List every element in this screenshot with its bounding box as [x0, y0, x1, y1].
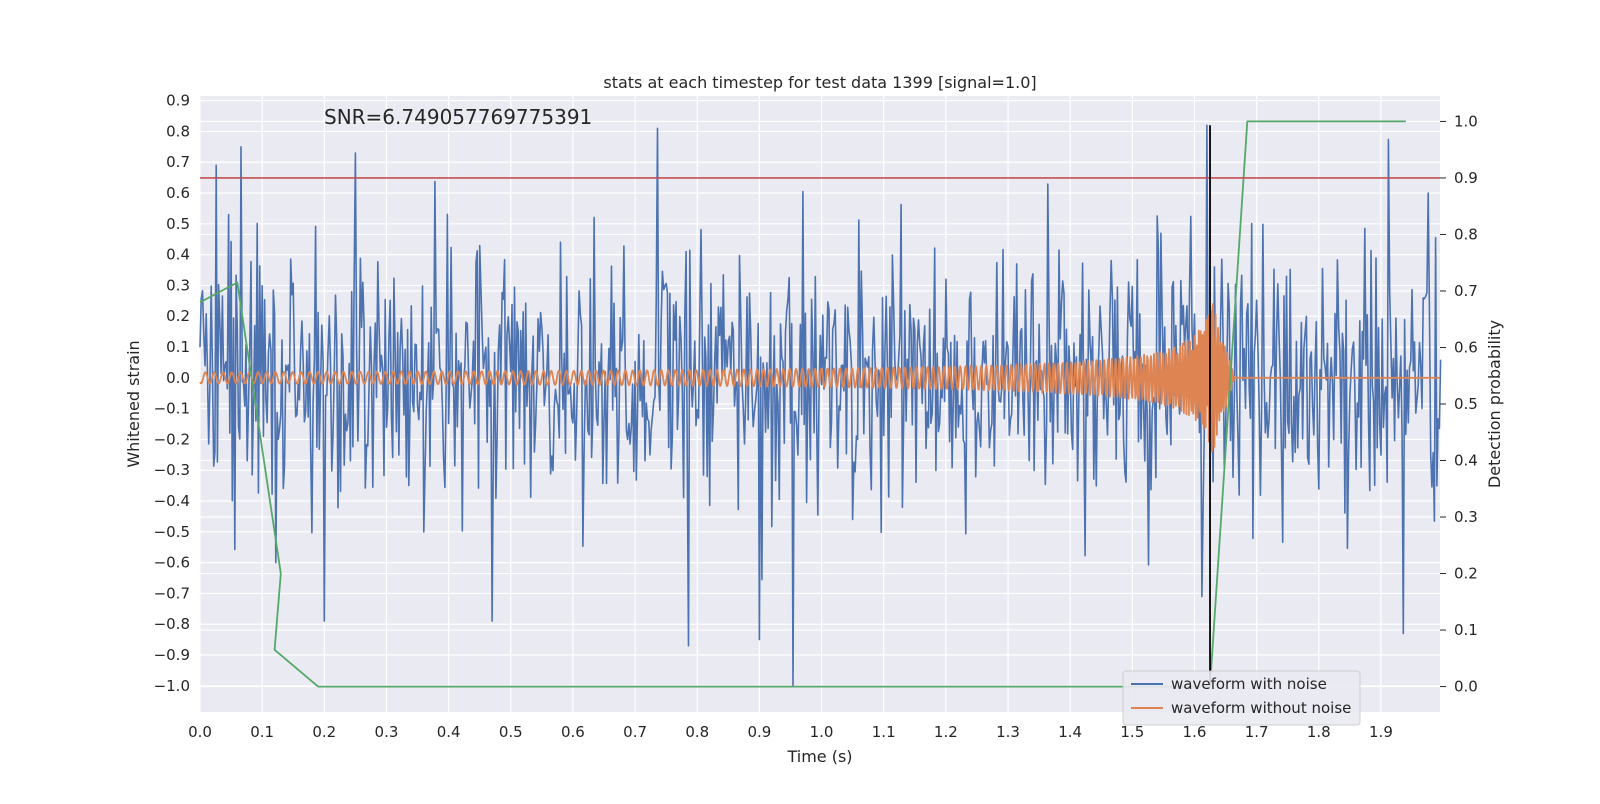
y-left-tick-label: 0.0 — [166, 369, 190, 387]
y-left-tick-label: −1.0 — [154, 677, 190, 695]
x-tick-label: 0.2 — [312, 723, 336, 741]
y-right-tick-label: 0.5 — [1454, 395, 1478, 413]
x-tick-label: 1.3 — [996, 723, 1020, 741]
y-left-tick-label: 0.1 — [166, 338, 190, 356]
y-right-tick-label: 0.6 — [1454, 338, 1478, 356]
y-left-tick-label: 0.2 — [166, 307, 190, 325]
x-tick-label: 0.4 — [437, 723, 461, 741]
x-axis-label: Time (s) — [786, 747, 852, 766]
x-tick-label: 1.4 — [1058, 723, 1082, 741]
y-left-tick-label: −0.3 — [154, 461, 190, 479]
y-left-tick-label: −0.6 — [154, 554, 190, 572]
y-right-tick-label: 0.4 — [1454, 452, 1478, 470]
y-left-tick-label: −0.7 — [154, 584, 190, 602]
y-left-axis-label: Whitened strain — [124, 340, 143, 467]
y-right-axis-ticks: 0.0 0.1 0.2 0.3 0.4 0.5 0.6 0.7 0.8 0.9 1.0 — [1440, 112, 1478, 696]
y-right-axis-label: Detection probability — [1485, 320, 1504, 488]
grid-lines — [199, 96, 1440, 712]
y-right-tick-label: 0.9 — [1454, 169, 1478, 187]
x-tick-label: 0.1 — [250, 723, 274, 741]
y-left-tick-label: 0.3 — [166, 276, 190, 294]
y-left-tick-label: −0.2 — [154, 430, 190, 448]
y-left-tick-label: 0.6 — [166, 184, 190, 202]
y-right-tick-label: 0.3 — [1454, 508, 1478, 526]
x-tick-label: 1.6 — [1183, 723, 1207, 741]
y-right-tick-label: 1.0 — [1454, 112, 1478, 130]
x-tick-label: 1.1 — [872, 723, 896, 741]
series-waveform-with-noise — [199, 124, 1442, 687]
x-tick-label: 0.8 — [685, 723, 709, 741]
y-left-tick-label: −0.1 — [154, 400, 190, 418]
y-right-tick-label: 0.1 — [1454, 621, 1478, 639]
x-tick-label: 1.9 — [1369, 723, 1393, 741]
legend-label-clean: waveform without noise — [1171, 699, 1351, 717]
series-waveform-without-noise — [199, 303, 1441, 453]
y-left-tick-label: −0.4 — [154, 492, 190, 510]
x-tick-label: 1.8 — [1307, 723, 1331, 741]
x-tick-label: 0.6 — [561, 723, 585, 741]
y-right-tick-label: 0.0 — [1454, 678, 1478, 696]
y-right-tick-label: 0.8 — [1454, 225, 1478, 243]
legend: waveform with noise waveform without noi… — [1122, 670, 1361, 726]
chart-title: stats at each timestep for test data 139… — [603, 73, 1036, 92]
x-tick-label: 1.0 — [810, 723, 834, 741]
x-tick-label: 0.3 — [375, 723, 399, 741]
y-right-tick-label: 0.7 — [1454, 282, 1478, 300]
snr-annotation: SNR=6.749057769775391 — [324, 105, 592, 129]
x-tick-label: 1.5 — [1120, 723, 1144, 741]
y-left-tick-label: −0.9 — [154, 646, 190, 664]
x-tick-label: 0.7 — [623, 723, 647, 741]
x-tick-label: 0.5 — [499, 723, 523, 741]
x-tick-label: 0.0 — [188, 723, 212, 741]
y-left-tick-label: 0.5 — [166, 215, 190, 233]
series-detection-probability — [199, 120, 1406, 688]
y-left-tick-label: 0.8 — [166, 122, 190, 140]
y-left-axis-ticks: −1.0 −0.9 −0.8 −0.7 −0.6 −0.5 −0.4 −0.3 −0.2 −0.1… — [154, 92, 190, 695]
x-axis-ticks: 0.0 0.1 0.2 0.3 0.4 0.5 0.6 0.7 0.8 0.9 1.0 1.1 1.2 1… — [188, 723, 1393, 741]
overlay-layer — [200, 125, 1440, 686]
y-left-tick-label: −0.5 — [154, 523, 190, 541]
legend-box — [1122, 670, 1361, 726]
x-tick-label: 1.2 — [934, 723, 958, 741]
x-tick-label: 0.9 — [747, 723, 771, 741]
y-left-tick-label: 0.9 — [166, 92, 190, 110]
y-left-tick-label: 0.4 — [166, 246, 190, 264]
legend-label-noise: waveform with noise — [1171, 675, 1327, 693]
x-tick-label: 1.7 — [1245, 723, 1269, 741]
series-layer — [199, 120, 1442, 688]
y-right-tick-label: 0.2 — [1454, 565, 1478, 583]
y-left-tick-label: 0.7 — [166, 153, 190, 171]
y-left-tick-label: −0.8 — [154, 615, 190, 633]
